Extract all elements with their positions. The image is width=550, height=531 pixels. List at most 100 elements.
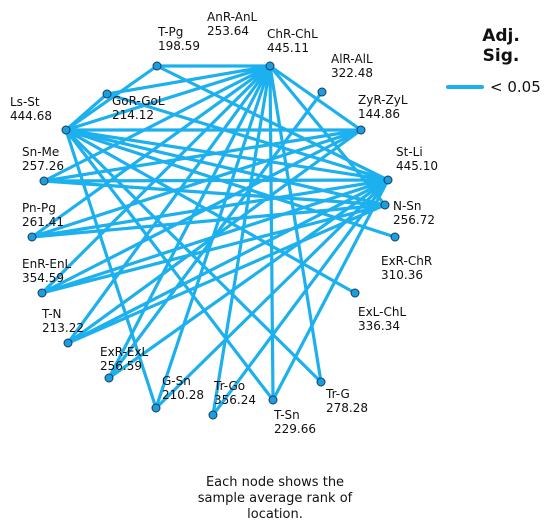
legend-line-swatch (446, 85, 484, 89)
node-name: Pn-Pg (22, 201, 56, 215)
edge-n-sn-sn-me (42, 179, 387, 207)
node-name: AlR-AlL (331, 52, 373, 66)
node-rank: 210.28 (162, 388, 204, 402)
node-t-n (63, 338, 73, 348)
edge-chr-chl-ls-st (64, 64, 272, 132)
edge-n-sn-enr-enl (40, 203, 387, 295)
edge-zyr-zyl-pn-pg (30, 128, 363, 239)
node-name: GoR-GoL (112, 94, 165, 108)
node-rank: 213.22 (42, 321, 84, 335)
edge-ls-st-n-sn (64, 128, 387, 207)
edge-zyr-zyl-sn-me (42, 128, 363, 183)
node-rank: 257.26 (22, 159, 64, 173)
node-g-sn (151, 403, 161, 413)
edge-st-li-t-sn (271, 178, 390, 402)
node-chr-chl (265, 61, 275, 71)
node-rank: 445.10 (396, 159, 438, 173)
node-name: ExL-ChL (358, 305, 406, 319)
node-name: St-Li (396, 145, 423, 159)
edge-st-li-exr-exl (107, 178, 390, 380)
node-label-chr-chl: ChR-ChL 445.11 (267, 27, 318, 55)
node-label-sn-me: Sn-Me 257.26 (22, 145, 64, 173)
node-label-t-sn: T-Sn 229.66 (273, 408, 316, 436)
node-name: EnR-EnL (22, 257, 72, 271)
node-label-anr-anl: AnR-AnL 253.64 (207, 10, 258, 38)
edge-zyr-zyl-enr-enl (40, 128, 363, 295)
edge-chr-chl-tr-g (268, 64, 323, 384)
node-rank: 278.28 (326, 401, 368, 415)
node-group (27, 61, 400, 420)
node-tr-go (208, 410, 218, 420)
edge-ls-st-exl-chl (64, 128, 357, 295)
node-name: N-Sn (393, 199, 422, 213)
node-gor-gol (102, 89, 112, 99)
node-label-tr-g: Tr-G 278.28 (325, 387, 368, 415)
node-name: ZyR-ZyL (358, 93, 408, 107)
node-label-exr-exl: ExR-ExL 256.59 (100, 345, 149, 373)
node-ls-st (61, 125, 71, 135)
node-name: Sn-Me (22, 145, 59, 159)
edge-group (30, 64, 397, 417)
caption-line: Each node shows the (205, 475, 345, 490)
node-sn-me (39, 176, 49, 186)
legend-item: < 0.05 (446, 78, 541, 96)
node-name: Ls-St (10, 95, 40, 109)
node-rank: 354.59 (22, 271, 64, 285)
legend-item-label: < 0.05 (490, 78, 541, 96)
edge-chr-chl-t-n (66, 64, 272, 345)
node-pn-pg (27, 232, 37, 242)
node-name: T-Sn (273, 408, 300, 422)
node-name: ExR-ChR (381, 254, 432, 268)
edge-ls-st-gor-gol (64, 92, 109, 132)
node-label-exr-chr: ExR-ChR 310.36 (381, 254, 432, 282)
edge-ls-st-exr-chr (64, 128, 397, 239)
node-rank: 261.41 (22, 215, 64, 229)
node-rank: 253.64 (207, 24, 249, 38)
node-rank: 322.48 (331, 66, 373, 80)
node-name: G-Sn (162, 374, 191, 388)
edge-n-sn-pn-pg (30, 203, 387, 239)
node-label-g-sn: G-Sn 210.28 (162, 374, 204, 402)
edge-st-li-t-pg (155, 64, 390, 182)
node-st-li (383, 175, 393, 185)
edge-st-li-g-sn (154, 178, 390, 410)
node-t-sn (268, 395, 278, 405)
node-exr-exl (104, 373, 114, 383)
node-rank: 356.24 (214, 393, 256, 407)
edge-n-sn-t-n (66, 203, 387, 345)
node-rank: 229.66 (274, 422, 316, 436)
node-alr-all (317, 87, 327, 97)
node-tr-g (316, 377, 326, 387)
node-exr-chr (390, 232, 400, 242)
node-name: Tr-G (325, 387, 350, 401)
node-rank: 214.12 (112, 108, 154, 122)
edge-ls-st-st-li (64, 128, 390, 182)
edge-ls-st-t-pg (64, 64, 159, 132)
node-n-sn (380, 200, 390, 210)
node-label-pn-pg: Pn-Pg 261.41 (22, 201, 64, 229)
edge-ls-st-t-sn (64, 128, 275, 402)
caption-line: location. (247, 507, 303, 522)
node-label-ls-st: Ls-St 444.68 (10, 95, 52, 123)
node-label-tr-go: Tr-Go 356.24 (213, 379, 256, 407)
node-rank: 256.59 (100, 359, 142, 373)
edge-chr-chl-sn-me (42, 64, 272, 183)
node-label-zyr-zyl: ZyR-ZyL 144.86 (358, 93, 408, 121)
caption-line: sample average rank of (197, 491, 353, 506)
node-rank: 144.86 (358, 107, 400, 121)
node-rank: 310.36 (381, 268, 423, 282)
node-label-alr-all: AlR-AlL 322.48 (331, 52, 373, 80)
node-name: T-N (41, 307, 62, 321)
edge-chr-chl-zyr-zyl (268, 64, 363, 132)
node-enr-enl (37, 288, 47, 298)
edge-st-li-sn-me (42, 178, 390, 183)
legend-title: Adj. Sig. (482, 26, 520, 66)
node-label-t-pg: T-Pg 198.59 (157, 25, 200, 53)
node-name: AnR-AnL (207, 10, 258, 24)
node-label-t-n: T-N 213.22 (41, 307, 84, 335)
node-label-exl-chl: ExL-ChL 336.34 (358, 305, 406, 333)
edge-alr-all-exr-exl (107, 90, 324, 380)
node-name: T-Pg (157, 25, 183, 39)
node-name: Tr-Go (213, 379, 245, 393)
